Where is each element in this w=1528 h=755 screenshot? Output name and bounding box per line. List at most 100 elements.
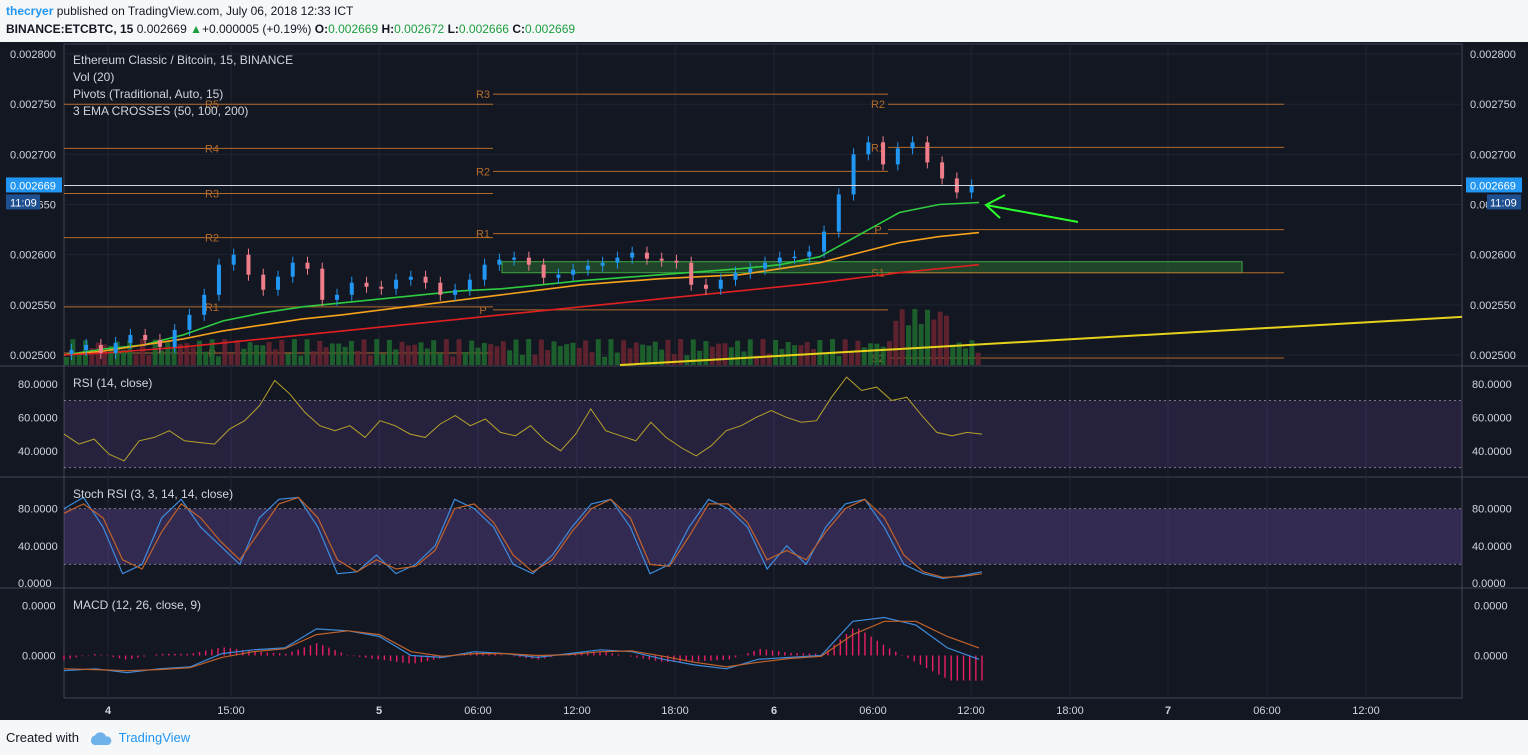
- rsi-tick-right: 40.0000: [1472, 446, 1512, 458]
- candle-body: [290, 262, 295, 277]
- candle-body: [423, 276, 428, 283]
- volume-bar: [551, 341, 557, 365]
- candle-body: [379, 286, 384, 289]
- change-value: +0.000005 (+0.19%): [201, 22, 312, 36]
- countdown-badge-left: [6, 194, 40, 210]
- volume-bar: [291, 339, 297, 365]
- volume-bar: [918, 324, 924, 365]
- volume-bar: [114, 341, 120, 365]
- countdown-label-right: 11:09: [1490, 197, 1517, 209]
- stoch-line: [63, 496, 983, 579]
- volume-bar: [570, 342, 576, 365]
- volume-bar: [323, 347, 329, 365]
- candle-body: [630, 252, 635, 258]
- volume-bar: [507, 350, 513, 365]
- countdown-badge-right: [1487, 194, 1521, 210]
- volume-bar: [298, 355, 304, 365]
- volume-bar: [874, 343, 880, 365]
- candle-body: [969, 185, 974, 193]
- annotation-arrow-shaft: [985, 204, 1079, 223]
- footer: Created with TradingView: [6, 730, 190, 746]
- pivot-label: R2: [205, 233, 219, 245]
- price-tick-label-right: 0.002800: [1470, 49, 1516, 61]
- volume-bar: [880, 346, 886, 365]
- volume-bar: [412, 344, 418, 365]
- volume-bar: [336, 343, 342, 365]
- candle-body: [733, 272, 738, 280]
- close-label: C:: [512, 22, 525, 36]
- annotation-arrow-head: [984, 194, 1006, 219]
- price-tick-label-right: 0.002750: [1470, 99, 1516, 111]
- volume-bar: [209, 339, 215, 365]
- candle-body: [836, 194, 841, 232]
- author-link[interactable]: thecryer: [6, 4, 54, 18]
- volume-bar: [513, 339, 519, 365]
- volume-bar: [481, 342, 487, 365]
- rsi-title: RSI (14, close): [73, 376, 152, 390]
- candle-body: [644, 252, 649, 259]
- volume-bar: [196, 340, 202, 365]
- volume-bar: [735, 340, 741, 365]
- candle-body: [777, 257, 782, 263]
- volume-bar: [576, 347, 582, 365]
- volume-bar: [614, 352, 620, 365]
- volume-bar: [310, 351, 316, 365]
- trading-chart[interactable]: 4 15:00 5 06:00 12:00 18:00 6 06:00 12:00 18:00 7 0…: [0, 42, 1528, 720]
- price-tick-label-left: 0.002550: [10, 300, 56, 312]
- volume-bar: [640, 344, 646, 365]
- candle-body: [320, 268, 325, 300]
- volume-bar: [127, 339, 133, 365]
- macd-tick-left: 0.0000: [22, 651, 56, 663]
- volume-bar: [538, 339, 544, 365]
- high-value: 0.002672: [394, 22, 445, 36]
- macd-tick-right: 0.0000: [1474, 651, 1508, 663]
- volume-bar: [652, 341, 658, 365]
- volume-bar: [716, 343, 722, 365]
- volume-bar: [399, 341, 405, 365]
- volume-bar: [893, 320, 899, 365]
- rsi-line: [63, 376, 983, 462]
- volume-bar: [253, 344, 259, 365]
- volume-bar: [488, 344, 494, 365]
- volume-bar: [944, 315, 950, 365]
- volume-bar: [329, 343, 335, 365]
- time-tick-label: 15:00: [217, 705, 245, 717]
- volume-bar: [849, 351, 855, 365]
- volume-bar: [234, 340, 240, 365]
- candle-body: [822, 231, 827, 252]
- volume-bar: [747, 339, 753, 365]
- volume-bar: [184, 343, 190, 365]
- candle-body: [467, 279, 472, 290]
- pivot-label: R1: [205, 302, 219, 314]
- volume-bar: [899, 309, 905, 365]
- volume-bar: [64, 357, 69, 365]
- volume-bar: [361, 339, 367, 365]
- volume-bar: [367, 355, 373, 365]
- volume-bar: [272, 349, 278, 365]
- candle-body: [453, 289, 458, 295]
- volume-bar: [728, 347, 734, 365]
- candle-body: [881, 142, 886, 165]
- candle-body: [807, 251, 812, 257]
- volume-bar: [177, 343, 183, 365]
- price-tick-label-right: 0.002600: [1470, 250, 1516, 262]
- volume-bar: [659, 349, 665, 365]
- candle-body: [394, 279, 399, 289]
- volume-bar: [956, 342, 962, 365]
- volume-bar: [861, 347, 867, 365]
- pivot-label: R3: [476, 89, 490, 101]
- volume-bar: [152, 339, 158, 365]
- candle-body: [113, 342, 118, 353]
- volume-bar: [76, 352, 82, 365]
- candle-body: [84, 344, 89, 350]
- rsi-tick-left: 40.0000: [18, 446, 58, 458]
- volume-bar: [450, 356, 456, 365]
- stoch-tick-left: 80.0000: [18, 504, 58, 516]
- last-price-badge-left: [6, 177, 62, 193]
- volume-bar: [146, 355, 152, 365]
- pivot-label: R4: [205, 143, 219, 155]
- tradingview-link[interactable]: TradingView: [118, 730, 191, 745]
- candle-body: [748, 268, 753, 273]
- volume-bar: [431, 340, 437, 365]
- candle-body: [866, 142, 871, 155]
